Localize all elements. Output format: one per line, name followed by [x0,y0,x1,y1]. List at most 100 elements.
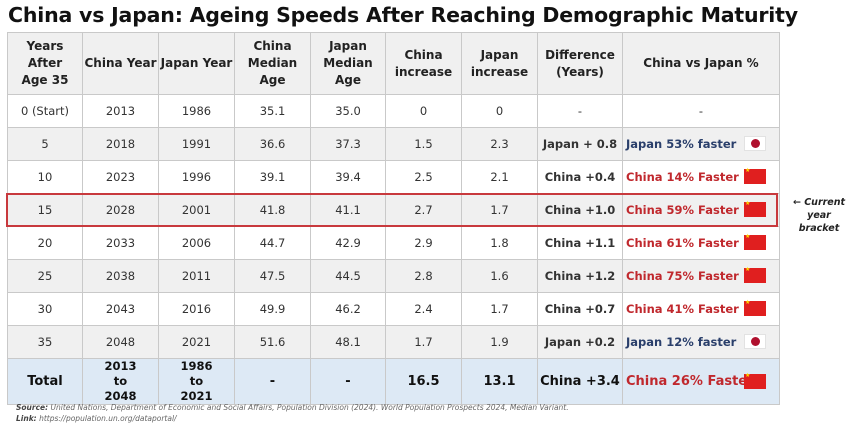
table-body: 0 (Start) 2013 1986 35.1 35.0 0 0- -5 2018 1991 36… [7,94,780,405]
japan-total-increase-cell: 13.1 [461,358,538,405]
japan-increase-cell: 1.8 [461,226,538,260]
years-cell: 20 [7,226,83,260]
china-increase-cell: 1.5 [385,127,462,161]
china-vs-japan-pct-cell: Japan 53% faster [622,127,780,161]
table-row: 35 2048 2021 51.6 48.1 1.7 1.9 Japan +0.2 Japan … [7,325,780,359]
china-flag-icon [744,233,766,250]
years-cell: 10 [7,160,83,194]
ageing-comparison-table: Years After Age 35 China Year Japan Year Ch… [7,32,780,405]
pct-text: China 75% Faster [626,269,739,284]
china-vs-japan-pct-cell: China 75% Faster [622,259,780,293]
japan-increase-cell: 1.7 [461,292,538,326]
china-flag-icon [744,372,766,389]
source-link[interactable]: https://population.un.org/dataportal/ [36,414,177,423]
china-year-cell: 2013 [82,94,159,128]
china-year-cell: 2023 [82,160,159,194]
total-label: Total [7,358,83,405]
china-year-cell: 2048 [82,325,159,359]
china-increase-cell: 0 [385,94,462,128]
difference-cell: China +0.4 [537,160,623,194]
total-difference-cell: China +3.4 [537,358,623,405]
column-header: Japan Median Age [310,32,386,95]
japan-median-age-cell: 37.3 [310,127,386,161]
china-flag-icon [744,200,766,217]
china-flag-icon [744,167,766,184]
column-header: China increase [385,32,462,95]
japan-flag-icon [744,334,766,349]
source-text: United Nations, Department of Economic a… [48,403,569,412]
difference-cell: China +0.7 [537,292,623,326]
china-median-age-cell: 47.5 [234,259,311,293]
table-row-highlighted: 15 2028 2001 41.8 41.1 2.7 1.7 China +1.0 China … [7,193,780,227]
china-flag-icon [744,299,766,316]
china-median-age-cell: 49.9 [234,292,311,326]
china-median-age-cell: 35.1 [234,94,311,128]
china-median-age-cell: 39.1 [234,160,311,194]
japan-year-range-cell: 1986 to 2021 [158,358,235,405]
japan-flag-icon [744,136,766,151]
header-row: Years After Age 35 China Year Japan Year Ch… [7,32,780,95]
column-header: Japan Year [158,32,235,95]
china-year-cell: 2038 [82,259,159,293]
china-year-cell: 2028 [82,193,159,227]
china-vs-japan-pct-cell: China 14% Faster [622,160,780,194]
japan-year-cell: 1996 [158,160,235,194]
pct-text: China 26% Faster [626,374,754,389]
table-row: 30 2043 2016 49.9 46.2 2.4 1.7 China +0.7 China … [7,292,780,326]
total-row: Total 2013 to 2048 1986 to 2021- -16.5 13.1 C… [7,358,780,405]
japan-median-age-cell: 46.2 [310,292,386,326]
japan-year-cell: 2011 [158,259,235,293]
china-increase-cell: 1.7 [385,325,462,359]
japan-increase-cell: 0 [461,94,538,128]
japan-median-age-cell: - [310,358,386,405]
column-header: Years After Age 35 [7,32,83,95]
china-year-cell: 2033 [82,226,159,260]
china-median-age-cell: 41.8 [234,193,311,227]
china-increase-cell: 2.4 [385,292,462,326]
japan-increase-cell: 2.1 [461,160,538,194]
years-cell: 0 (Start) [7,94,83,128]
japan-median-age-cell: 39.4 [310,160,386,194]
years-cell: 35 [7,325,83,359]
china-increase-cell: 2.5 [385,160,462,194]
china-increase-cell: 2.9 [385,226,462,260]
current-year-annotation: ← Current year bracket [792,197,846,234]
china-year-cell: 2018 [82,127,159,161]
column-header: Japan increase [461,32,538,95]
japan-increase-cell: 1.7 [461,193,538,227]
china-increase-cell: 2.8 [385,259,462,293]
japan-median-age-cell: 41.1 [310,193,386,227]
japan-year-cell: 2001 [158,193,235,227]
china-vs-japan-pct-cell: China 61% Faster [622,226,780,260]
china-increase-cell: 2.7 [385,193,462,227]
difference-cell: Japan +0.2 [537,325,623,359]
years-cell: 15 [7,193,83,227]
china-vs-japan-pct-cell: China 26% Faster [622,358,780,405]
china-vs-japan-pct-cell: Japan 12% faster [622,325,780,359]
column-header: China Median Age [234,32,311,95]
years-cell: 5 [7,127,83,161]
difference-cell: Japan + 0.8 [537,127,623,161]
table-row: 25 2038 2011 47.5 44.5 2.8 1.6 China +1.2 China … [7,259,780,293]
china-median-age-cell: 51.6 [234,325,311,359]
japan-increase-cell: 2.3 [461,127,538,161]
china-median-age-cell: - [234,358,311,405]
japan-median-age-cell: 48.1 [310,325,386,359]
china-total-increase-cell: 16.5 [385,358,462,405]
china-flag-icon [744,266,766,283]
japan-year-cell: 2016 [158,292,235,326]
japan-median-age-cell: 35.0 [310,94,386,128]
difference-cell: China +1.1 [537,226,623,260]
pct-text: China 14% Faster [626,170,739,185]
column-header: China Year [82,32,159,95]
pct-text: China 41% Faster [626,302,739,317]
page-title: China vs Japan: Ageing Speeds After Reac… [8,3,798,27]
japan-median-age-cell: 44.5 [310,259,386,293]
pct-text: Japan 53% faster [626,137,737,152]
china-year-cell: 2043 [82,292,159,326]
china-median-age-cell: 36.6 [234,127,311,161]
table-row: 20 2033 2006 44.7 42.9 2.9 1.8 China +1.1 China … [7,226,780,260]
source-footer: Source: United Nations, Department of Ec… [16,402,569,424]
pct-text: China 61% Faster [626,236,739,251]
difference-cell: China +1.0 [537,193,623,227]
